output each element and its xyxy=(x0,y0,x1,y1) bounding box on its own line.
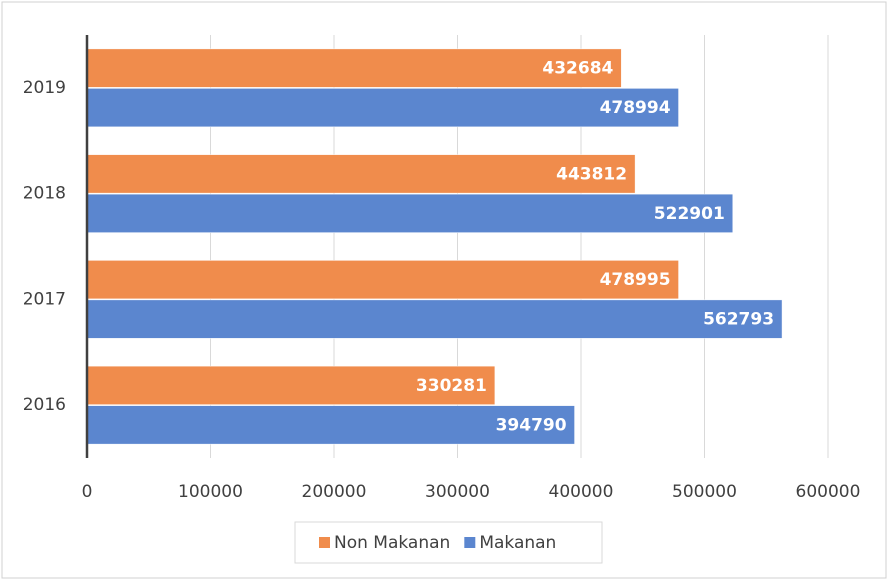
x-tick-label: 300000 xyxy=(425,482,490,502)
bar xyxy=(86,48,622,88)
bar xyxy=(86,154,636,194)
x-tick-label: 500000 xyxy=(672,482,737,502)
legend-label: Makanan xyxy=(479,533,556,553)
data-label: 562793 xyxy=(703,310,774,330)
y-tick-label: 2016 xyxy=(23,395,66,415)
bar xyxy=(86,299,783,339)
data-label: 330281 xyxy=(416,376,487,396)
data-label: 478994 xyxy=(600,98,671,118)
x-tick-label: 400000 xyxy=(549,482,614,502)
data-label: 443812 xyxy=(556,164,627,184)
x-tick-label: 200000 xyxy=(302,482,367,502)
bar xyxy=(86,405,575,445)
legend-swatch xyxy=(319,537,330,548)
y-tick-label: 2018 xyxy=(23,184,66,204)
bar xyxy=(86,365,496,405)
data-label: 478995 xyxy=(600,270,671,290)
bar xyxy=(86,260,679,300)
y-tick-label: 2017 xyxy=(23,289,66,309)
data-label: 432684 xyxy=(542,59,613,79)
x-tick-label: 100000 xyxy=(178,482,243,502)
y-tick-label: 2019 xyxy=(23,78,66,98)
data-label: 394790 xyxy=(496,415,567,435)
bar xyxy=(86,88,679,128)
x-tick-label: 600000 xyxy=(796,482,861,502)
data-label: 522901 xyxy=(654,204,725,224)
x-tick-label: 0 xyxy=(82,482,93,502)
legend-swatch xyxy=(464,537,476,548)
bar xyxy=(86,193,734,233)
legend-label: Non Makanan xyxy=(334,533,450,553)
legend-box xyxy=(294,521,603,564)
